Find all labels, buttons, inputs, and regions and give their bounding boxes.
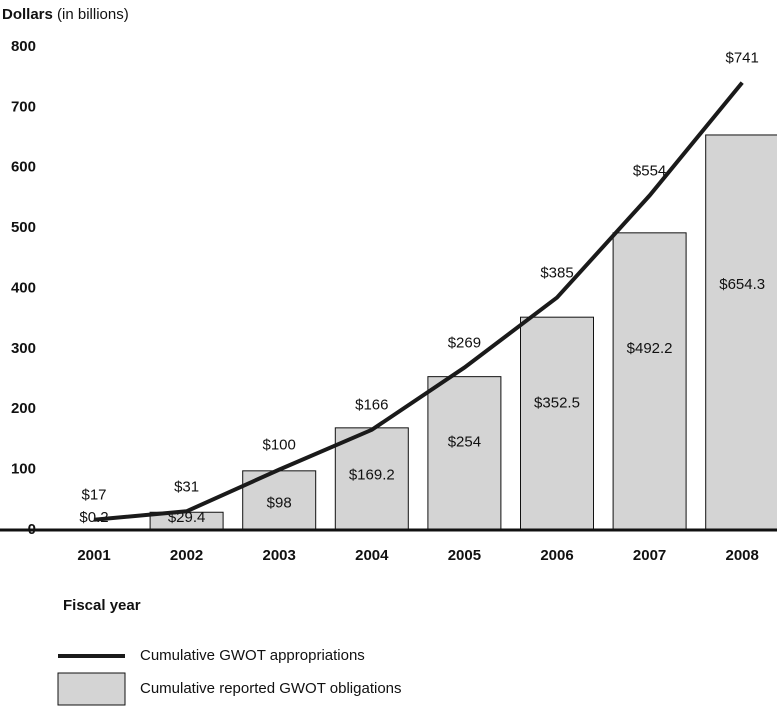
y-tick-label: 200 xyxy=(11,400,36,417)
line xyxy=(93,81,744,522)
bar-value-label: $352.5 xyxy=(534,395,580,412)
x-tick-label: 2008 xyxy=(726,547,759,564)
y-tick-label: 100 xyxy=(11,461,36,478)
bar xyxy=(612,232,687,531)
line-value-label: $554 xyxy=(633,162,666,179)
x-axis-label: Fiscal year xyxy=(63,597,141,614)
x-tick-label: 2001 xyxy=(77,547,110,564)
line-value-label: $385 xyxy=(540,265,573,282)
x-tick-label: 2004 xyxy=(355,547,389,564)
legend-label: Cumulative GWOT appropriations xyxy=(140,647,365,664)
x-tick-label: 2002 xyxy=(170,547,203,564)
x-tick-label: 2005 xyxy=(448,547,481,564)
bar xyxy=(334,427,409,531)
line-value-label: $269 xyxy=(448,335,481,352)
x-tick-label: 2006 xyxy=(540,547,573,564)
bar xyxy=(705,134,777,531)
legend-swatch xyxy=(57,672,126,706)
y-tick-label: 300 xyxy=(11,340,36,357)
bar-value-label: $0.2 xyxy=(79,509,108,526)
bar-value-label: $98 xyxy=(267,495,292,512)
y-axis-note: (in billions) xyxy=(57,6,129,23)
bar xyxy=(427,376,502,531)
y-tick-label: 400 xyxy=(11,279,36,296)
y-axis-label: Dollars (in billions) xyxy=(2,6,129,23)
bar-value-label: $169.2 xyxy=(349,467,395,484)
x-tick-label: 2003 xyxy=(263,547,296,564)
x-tick-label: 2007 xyxy=(633,547,666,564)
line-value-label: $741 xyxy=(726,50,759,67)
y-tick-label: 500 xyxy=(11,219,36,236)
line-value-label: $100 xyxy=(263,437,296,454)
bar xyxy=(520,316,594,531)
y-tick-label: 800 xyxy=(11,38,36,55)
line-value-label: $31 xyxy=(174,478,199,495)
line-value-label: $166 xyxy=(355,397,388,414)
y-tick-label: 700 xyxy=(11,98,36,115)
legend-label: Cumulative reported GWOT obligations xyxy=(140,680,402,697)
bar-value-label: $492.2 xyxy=(627,340,673,357)
bar-value-label: $654.3 xyxy=(719,276,765,293)
y-tick-label: 600 xyxy=(11,159,36,176)
line-value-label: $17 xyxy=(81,487,106,504)
bar-value-label: $254 xyxy=(448,433,481,450)
y-axis-title: Dollars xyxy=(2,6,53,23)
